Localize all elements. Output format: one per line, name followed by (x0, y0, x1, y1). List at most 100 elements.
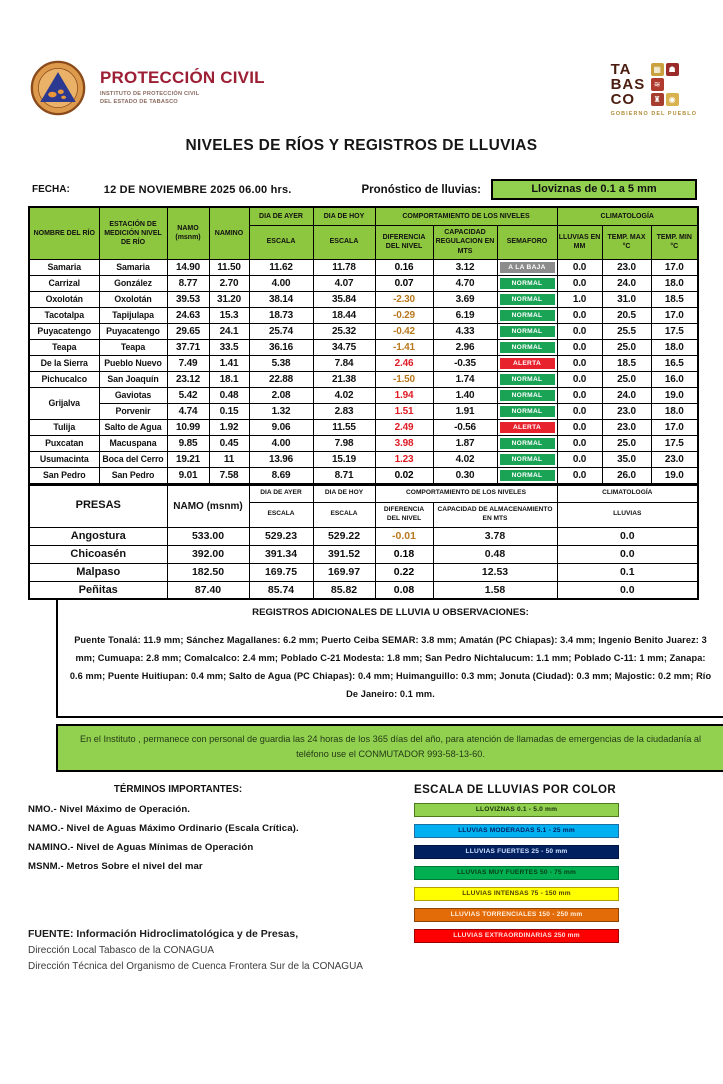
cell-dif: -1.50 (374, 370, 434, 388)
cell-ayer: 36.16 (248, 338, 314, 356)
rivers-table: NOMBRE DEL RÍO ESTACIÓN DE MEDICIÓN NIVE… (28, 206, 699, 485)
cell-station: San Pedro (98, 466, 168, 484)
cell-river: San Pedro (28, 466, 100, 484)
fecha-value: 12 DE NOVIEMBRE 2025 06.00 hrs. (103, 183, 292, 196)
cell-tmax: 26.0 (601, 466, 652, 484)
rain-scale-band: LLUVIAS FUERTES 25 - 50 mm (414, 845, 619, 860)
cell-lluvias: 0.1 (556, 562, 699, 582)
cell-station: Porvenir (98, 402, 168, 420)
cell-namo: 5.42 (166, 386, 210, 404)
cell-cap: -0.56 (432, 418, 498, 436)
date-row: FECHA: 12 DE NOVIEMBRE 2025 06.00 hrs. P… (32, 179, 697, 200)
cell-tmin: 17.0 (650, 258, 699, 276)
cell-namo: 87.40 (166, 580, 250, 600)
cell-tmax: 24.0 (601, 274, 652, 292)
cell-namo: 39.53 (166, 290, 210, 308)
brand-subtitle: INSTITUTO DE PROTECCIÓN CIVIL DEL ESTADO… (100, 90, 265, 107)
river-row: Grijalva Gaviotas 5.42 0.48 2.08 4.02 1.94 1.40… (28, 386, 699, 420)
col-header-namino: NAMINO (208, 206, 250, 260)
rain-scale-band: LLOVIZNAS 0.1 - 5.0 mm (414, 803, 619, 818)
cell-ayer: 1.32 (248, 402, 314, 420)
cell-namo: 182.50 (166, 562, 250, 582)
cell-namino: 18.1 (208, 370, 250, 388)
cell-namo: 7.49 (166, 354, 210, 372)
cell-hoy: 35.84 (312, 290, 376, 308)
cell-cap: 0.48 (432, 544, 558, 564)
cell-lluvias: 0.0 (556, 370, 603, 388)
cell-tmax: 20.5 (601, 306, 652, 324)
bottom-section: TÉRMINOS IMPORTANTES: NMO.- Nivel Máximo… (28, 784, 697, 972)
cell-tmin: 23.0 (650, 450, 699, 468)
cell-namo: 14.90 (166, 258, 210, 276)
river-row: Oxolotán Oxolotán 39.53 31.20 38.14 35.84 -2.3… (28, 290, 699, 308)
presa-row: Angostura 533.00 529.23 529.22 -0.01 3.78 0.0 (28, 526, 699, 546)
cell-ayer: 18.73 (248, 306, 314, 324)
cell-lluvias: 0.0 (556, 258, 603, 276)
source-line2: Dirección Local Tabasco de la CONAGUA (28, 945, 215, 957)
presa-row: Peñitas 87.40 85.74 85.82 0.08 1.58 0.0 (28, 580, 699, 600)
semaforo-badge: NORMAL (499, 277, 555, 289)
cell-river: Usumacinta (28, 450, 100, 468)
proteccion-civil-emblem-icon (30, 60, 86, 116)
cell-presa: Chicoasén (28, 544, 168, 564)
cell-hoy: 11.55 (312, 418, 376, 436)
cell-dif: 0.07 (374, 274, 434, 292)
presa-row: Chicoasén 392.00 391.34 391.52 0.18 0.48 0.0 (28, 544, 699, 564)
semaforo-badge: NORMAL (499, 453, 555, 465)
river-row: Puyacatengo Puyacatengo 29.65 24.1 25.74 25.3… (28, 322, 699, 340)
river-row: Tacotalpa Tapijulapa 24.63 15.3 18.73 18.44 -0… (28, 306, 699, 324)
cell-station: Salto de Agua (98, 418, 168, 436)
cell-lluvias: 0.0 (556, 354, 603, 372)
cell-lluvias: 0.0 (556, 544, 699, 564)
cell-cap: 4.33 (432, 322, 498, 340)
cell-cap: 1.87 (432, 434, 498, 452)
tabasco-glyph-wave-icon: ≋ (650, 78, 664, 91)
gobierno-del-pueblo-label: GOBIERNO DEL PUEBLO (610, 111, 697, 117)
cell-namino: 7.58 (208, 466, 250, 484)
semaforo-badge: NORMAL (499, 405, 555, 417)
cell-dif: 1.23 (374, 450, 434, 468)
source-line1: FUENTE: Información Hidroclimatológica y… (28, 928, 299, 941)
cell-station: Boca del Cerro (98, 450, 168, 468)
page-header: PROTECCIÓN CIVIL INSTITUTO DE PROTECCIÓN… (30, 60, 697, 117)
cell-station: Teapa (98, 338, 168, 356)
cell-namino: 0.15 (208, 402, 250, 420)
river-row: Usumacinta Boca del Cerro 19.21 11 13.96 15.1… (28, 450, 699, 468)
cell-dif: 2.49 (374, 418, 434, 436)
cell-ayer: 2.08 (248, 386, 314, 404)
term-item: MSNM.- Metros Sobre el nivel del mar (28, 861, 203, 873)
tabasco-logo-line1: TA (610, 61, 632, 78)
cell-river: Puyacatengo (28, 322, 100, 340)
cell-river: Oxolotán (28, 290, 100, 308)
col-header-day-today: DIA DE HOY (312, 206, 376, 226)
cell-namo: 24.63 (166, 306, 210, 324)
cell-namino: 11.50 (208, 258, 250, 276)
cell-ayer: 169.75 (248, 562, 314, 582)
cell-tmax: 23.0 (601, 418, 652, 436)
tabasco-glyph-blank (666, 78, 679, 91)
cell-cap: 0.30 (432, 466, 498, 484)
cell-cap: 4.70 (432, 274, 498, 292)
cell-ayer: 85.74 (248, 580, 314, 600)
cell-dif: -1.41 (374, 338, 434, 356)
river-row: San Pedro San Pedro 9.01 7.58 8.69 8.71 0.02 0.… (28, 466, 699, 484)
cell-lluvias: 0.0 (556, 450, 603, 468)
col-header-diferencia: DIFERENCIA DEL NIVEL (374, 224, 434, 260)
cell-namino: 0.45 (208, 434, 250, 452)
cell-dif: 3.98 (374, 434, 434, 452)
rivers-table-wrap: NOMBRE DEL RÍO ESTACIÓN DE MEDICIÓN NIVE… (28, 206, 723, 773)
cell-dif: 0.22 (374, 562, 434, 582)
cell-hoy: 2.83 (312, 402, 376, 420)
cell-hoy: 169.97 (312, 562, 376, 582)
cell-ayer: 38.14 (248, 290, 314, 308)
brand-block: PROTECCIÓN CIVIL INSTITUTO DE PROTECCIÓN… (30, 60, 265, 116)
rain-scale-band: LLUVIAS EXTRAORDINARIAS 250 mm (414, 929, 619, 944)
cell-tmin: 18.0 (650, 274, 699, 292)
col-header-day-yesterday: DIA DE AYER (248, 206, 314, 226)
cell-lluvias: 0.0 (556, 418, 603, 436)
cell-semaforo: NORMAL (496, 450, 558, 468)
semaforo-badge: NORMAL (499, 373, 555, 385)
cell-tmin: 19.0 (650, 386, 699, 404)
cell-tmax: 18.5 (601, 354, 652, 372)
cell-river: Tacotalpa (28, 306, 100, 324)
